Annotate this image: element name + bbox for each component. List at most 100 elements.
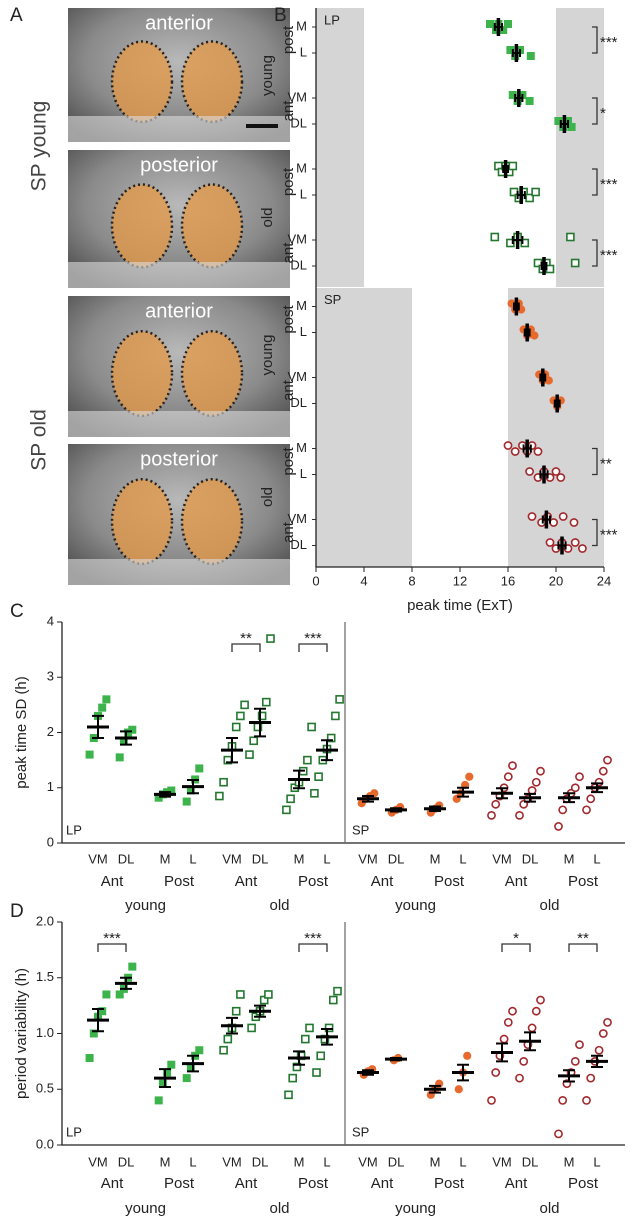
region-label: Post — [434, 1175, 465, 1192]
sig-bracket — [592, 447, 598, 476]
sig-stars: *** — [600, 247, 618, 264]
nucleus-outline — [110, 40, 174, 124]
item-label: M — [564, 851, 575, 866]
item-label: DL — [388, 1154, 405, 1169]
section-label: SP — [352, 1124, 369, 1139]
data-point — [282, 805, 291, 815]
data-point — [545, 538, 555, 547]
data-point — [195, 1046, 204, 1055]
data-point — [240, 700, 249, 710]
item-label: M — [160, 851, 171, 866]
region-label: Post — [164, 873, 195, 890]
item-label: L — [593, 1154, 600, 1169]
data-point — [533, 447, 543, 456]
item-label: L — [593, 851, 600, 866]
data-point — [264, 990, 273, 999]
data-point — [499, 1034, 509, 1044]
region-label: Ant — [505, 1175, 528, 1192]
data-point — [549, 518, 558, 527]
sig-bracket — [298, 943, 328, 952]
region-label: post — [280, 25, 297, 54]
data-point — [490, 232, 500, 242]
data-point — [115, 990, 124, 999]
sig-bracket — [97, 943, 127, 952]
data-point — [531, 777, 541, 787]
side-label: SP young — [28, 101, 51, 192]
data-point — [556, 473, 566, 482]
data-point — [236, 990, 245, 999]
region-label: post — [280, 446, 297, 475]
data-point — [195, 764, 204, 773]
y-tick-label: 0.5 — [36, 1081, 54, 1096]
age-label: old — [269, 1200, 289, 1217]
axes — [61, 922, 625, 1146]
age-label: old — [539, 1200, 559, 1217]
data-point — [586, 794, 596, 804]
y-tick-label: 3 — [47, 669, 54, 684]
data-point — [515, 810, 524, 820]
item-label: M — [294, 1154, 305, 1169]
tile-title: posterior — [140, 154, 218, 176]
sig-stars: * — [513, 930, 519, 947]
item-label: VM — [358, 851, 378, 866]
row-label: L — [300, 324, 307, 339]
row-label: DL — [290, 395, 307, 410]
y-tick-label: 1 — [47, 779, 54, 794]
item-label: DL — [118, 851, 135, 866]
section-label: SP — [324, 292, 341, 307]
y-axis-title: period variability (h) — [13, 968, 30, 1099]
region-label: post — [280, 304, 297, 333]
row-label: DL — [290, 537, 307, 552]
age-label: young — [395, 1200, 436, 1217]
data-point — [598, 766, 608, 776]
data-point — [314, 772, 323, 782]
age-label: young — [259, 55, 276, 96]
item-label: DL — [252, 851, 269, 866]
y-tick-label: 1.5 — [36, 969, 54, 984]
data-point — [570, 1056, 580, 1066]
item-label: DL — [118, 1154, 135, 1169]
item-label: VM — [88, 1154, 108, 1169]
data-point — [98, 703, 107, 712]
item-label: L — [189, 851, 196, 866]
data-point — [231, 1006, 241, 1016]
age-label: old — [539, 897, 559, 914]
data-point — [527, 1023, 537, 1033]
row-label: DL — [290, 257, 307, 272]
region-label: Ant — [235, 873, 258, 890]
y-tick-label: 4 — [47, 613, 54, 628]
data-point — [491, 799, 501, 809]
age-label: young — [125, 897, 166, 914]
data-point — [312, 1068, 321, 1077]
y-tick-label: 0.0 — [36, 1136, 54, 1151]
data-point — [508, 1006, 517, 1016]
age-label: young — [395, 897, 436, 914]
sig-stars: *** — [600, 176, 618, 193]
row-label: M — [296, 160, 307, 175]
section-label: LP — [324, 12, 340, 27]
region-label: post — [280, 167, 297, 196]
sig-stars: ** — [240, 630, 252, 647]
nucleus-outline — [180, 478, 244, 566]
data-point — [527, 512, 537, 521]
data-point — [128, 962, 137, 971]
age-label: old — [259, 207, 276, 227]
data-point — [219, 1045, 228, 1055]
dark-phase — [316, 287, 412, 567]
item-label: M — [294, 851, 305, 866]
sig-bracket — [231, 643, 261, 652]
y-tick-label: 1.0 — [36, 1025, 54, 1040]
row-label: M — [296, 440, 307, 455]
data-point — [305, 1023, 314, 1033]
region-label: ant — [280, 379, 297, 401]
data-point — [503, 772, 513, 782]
region-label: Post — [568, 873, 599, 890]
row-label: L — [300, 44, 307, 59]
data-point — [566, 232, 575, 242]
data-point — [102, 695, 111, 704]
tissue-base — [68, 411, 290, 437]
data-point — [324, 1023, 334, 1033]
item-label: M — [160, 1154, 171, 1169]
dark-phase — [316, 8, 364, 288]
